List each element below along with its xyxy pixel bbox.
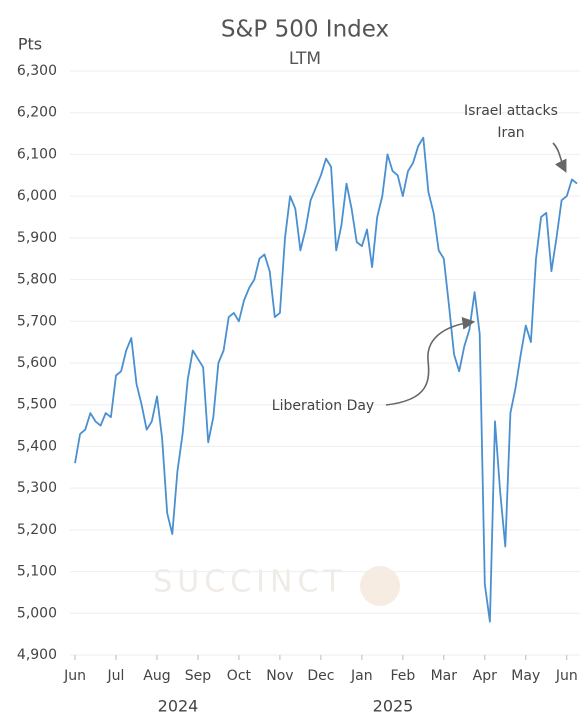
watermark-logo <box>360 566 400 606</box>
x-tick-label: Jun <box>63 668 86 684</box>
x-tick-label: Jul <box>107 668 125 684</box>
y-tick-label: 6,000 <box>17 188 57 204</box>
x-tick-label: Sep <box>185 668 212 684</box>
y-tick-label: 4,900 <box>17 647 57 663</box>
annotation-arrow <box>385 316 476 406</box>
y-tick-label: 5,400 <box>17 438 57 454</box>
year-label: 2025 <box>373 697 414 716</box>
y-tick-label: 5,000 <box>17 605 57 621</box>
x-tick-label: Jun <box>555 668 578 684</box>
y-tick-label: 5,600 <box>17 355 57 371</box>
y-tick-label: 6,200 <box>17 105 57 121</box>
annotation: Iran <box>497 125 524 141</box>
line <box>74 136 578 623</box>
x-tick-label: Nov <box>266 668 293 684</box>
annotation: Israel attacks <box>464 103 558 119</box>
x-tick-label: Dec <box>307 668 334 684</box>
y-tick-label: 5,900 <box>17 230 57 246</box>
y-tick-label: 5,300 <box>17 480 57 496</box>
y-tick-label: 6,300 <box>17 63 57 79</box>
y-tick-label: 5,200 <box>17 522 57 538</box>
x-tick-label: Apr <box>473 668 497 684</box>
watermark: SUCCINCT <box>153 565 346 600</box>
y-tick-label: 5,700 <box>17 313 57 329</box>
x-tick-label: Mar <box>431 668 458 684</box>
x-tick-label: Jan <box>350 668 373 684</box>
x-tick-label: Oct <box>227 668 252 684</box>
year-label: 2024 <box>158 697 199 716</box>
y-tick-label: 6,100 <box>17 146 57 162</box>
x-tick-label: Aug <box>143 668 170 684</box>
y-tick-label: 5,500 <box>17 397 57 413</box>
annotation: Liberation Day <box>272 398 374 414</box>
chart-title: S&P 500 Index <box>221 17 389 43</box>
y-tick-label: 5,100 <box>17 564 57 580</box>
annotation-arrow <box>552 142 567 173</box>
x-tick-label: May <box>511 668 540 684</box>
x-tick-label: Feb <box>390 668 415 684</box>
chart-subtitle: LTM <box>289 49 321 69</box>
y-tick-label: 5,800 <box>17 272 57 288</box>
y-axis-label: Pts <box>18 35 42 54</box>
